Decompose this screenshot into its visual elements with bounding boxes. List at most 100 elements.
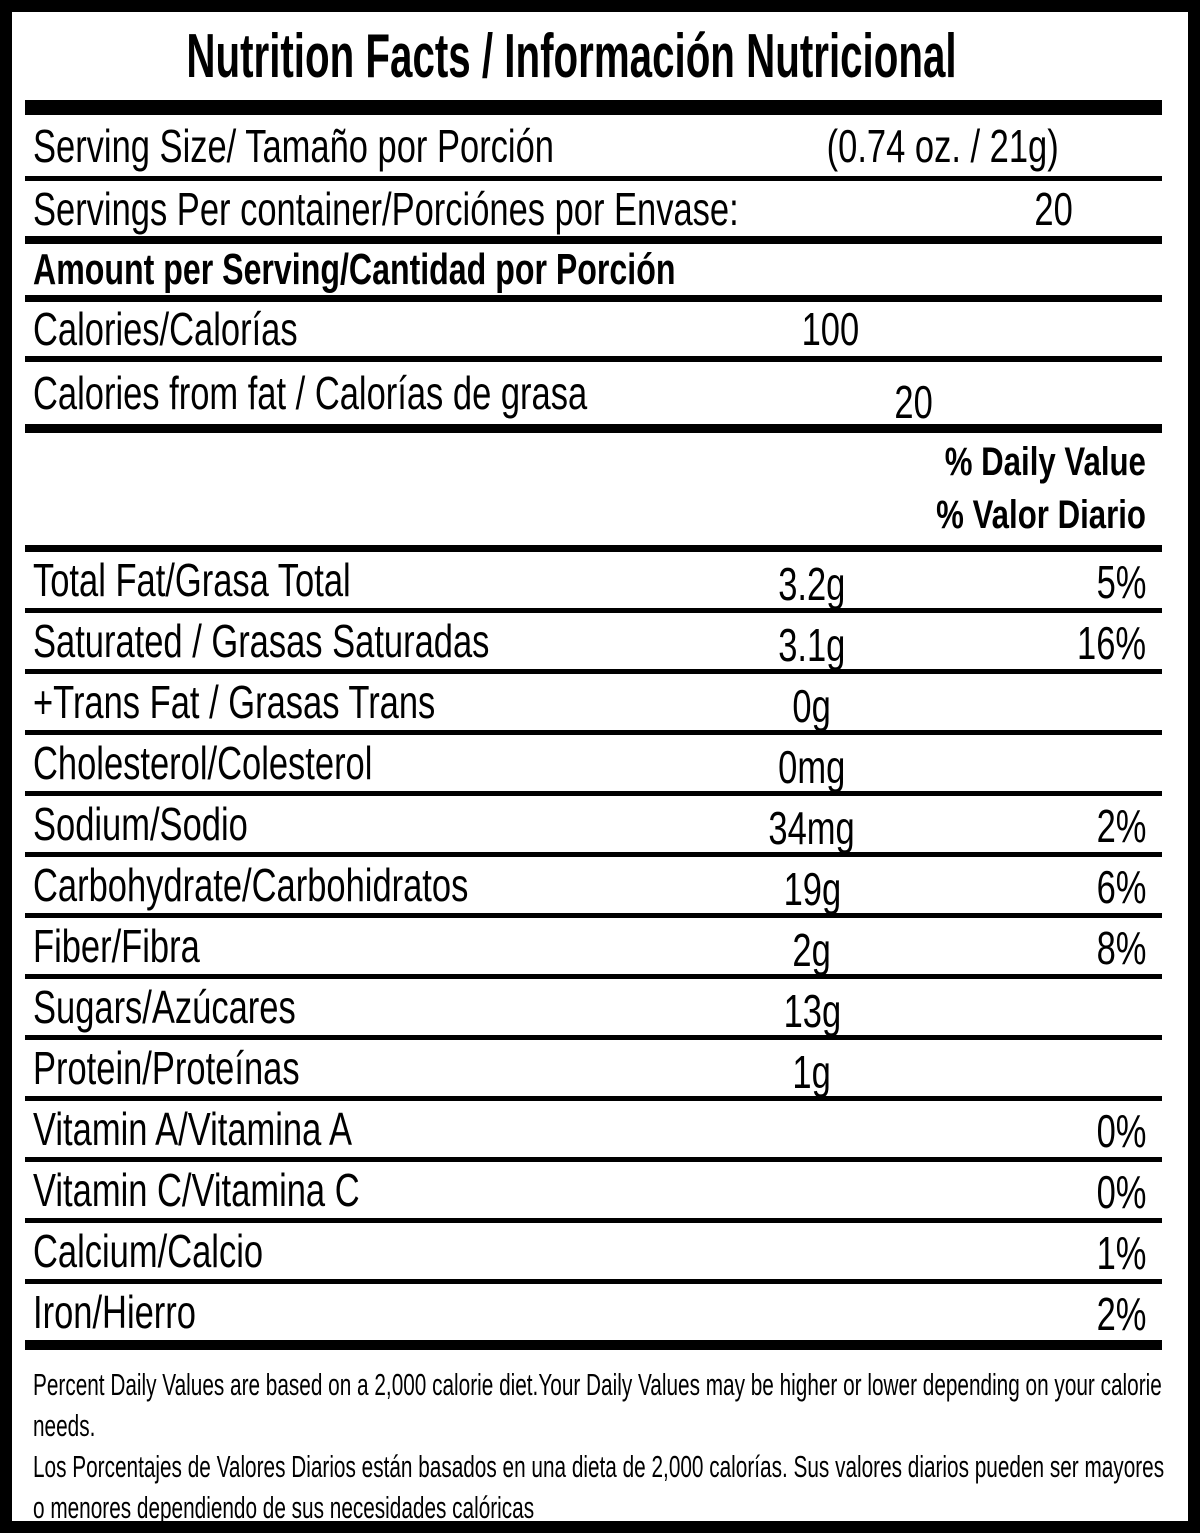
row-separator [25,1218,1162,1223]
nutrient-amount-cell: 3.1g [662,614,962,671]
calories-from-fat-label: Calories from fat / Calorías de grasa [33,367,588,419]
nutrient-daily-value-cell: 5% [962,553,1162,608]
nutrient-label: Calcium/Calcio [33,1225,264,1277]
row-separator [25,1157,1162,1162]
servings-per-container-value: 20 [1034,182,1073,235]
nutrient-label-cell: Fiber/Fibra [25,919,662,973]
nutrient-amount-cell: 2g [662,919,962,976]
nutrient-daily-value: 16% [1076,617,1146,669]
nutrient-row: Vitamin C/Vitamina C 0% [25,1162,1162,1218]
row-separator [25,1096,1162,1101]
nutrient-label-cell: Iron/Hierro [25,1285,662,1339]
daily-value-heading-es: % Valor Diario [936,492,1146,537]
nutrient-label-cell: Total Fat/Grasa Total [25,553,662,607]
nutrient-amount-cell: 19g [662,858,962,915]
calories-row: Calories/Calorías 100 [25,302,1162,356]
row-separator [25,1035,1162,1040]
nutrient-daily-value-cell: 0% [962,1163,1162,1218]
serving-size-value-cell: (0.74 oz. / 21g) [728,119,1059,173]
nutrient-daily-value-cell: 6% [962,858,1162,913]
nutrient-daily-value: 0% [1096,1105,1146,1157]
nutrient-label-cell: Protein/Proteínas [25,1041,662,1095]
nutrient-label: Iron/Hierro [33,1286,196,1338]
nutrient-label-cell: Sodium/Sodio [25,797,662,851]
nutrient-daily-value-cell: 1% [962,1224,1162,1279]
nutrient-amount: 0mg [778,741,846,793]
nutrient-row: Total Fat/Grasa Total 3.2g 5% [25,552,1162,610]
servings-per-container-row: Servings Per container/Porciónes por Env… [25,181,1162,236]
servings-per-container-value-cell: 20 [974,182,1081,236]
nutrient-label-cell: Vitamin A/Vitamina A [25,1102,662,1156]
row-separator [25,913,1162,918]
nutrient-rows: Total Fat/Grasa Total 3.2g 5% Saturated … [25,552,1162,1340]
nutrient-daily-value: 5% [1096,556,1146,608]
nutrient-daily-value-cell: 2% [962,1285,1162,1340]
nutrient-amount: 0g [792,680,832,732]
nutrient-daily-value: 2% [1096,800,1146,852]
calories-from-fat-row: Calories from fat / Calorías de grasa 20 [25,362,1162,428]
nutrient-label: Cholesterol/Colesterol [33,737,373,789]
nutrient-amount: 34mg [768,802,856,854]
nutrient-label: Fiber/Fibra [33,920,200,972]
nutrient-amount: 2g [792,924,832,976]
footer-separator [25,1340,1162,1350]
servings-per-container-label-cell: Servings Per container/Porciónes por Env… [25,182,974,236]
row-separator [25,176,1162,181]
nutrient-label: Vitamin A/Vitamina A [33,1103,352,1155]
amount-per-serving-heading-cell: Amount per Serving/Cantidad por Porción [25,245,1162,295]
daily-value-heading-block: % Daily Value % Valor Diario [25,433,1162,545]
nutrient-amount: 13g [783,985,841,1037]
nutrient-row: Sodium/Sodio 34mg 2% [25,796,1162,854]
row-separator [25,1279,1162,1284]
calories-label-cell: Calories/Calorías [25,302,662,356]
row-separator [25,730,1162,735]
calories-value-cell: 100 [662,302,962,356]
nutrient-amount: 3.2g [778,558,846,610]
row-separator [25,608,1162,613]
nutrient-daily-value-cell: 16% [962,614,1162,669]
nutrient-label-cell: Calcium/Calcio [25,1224,662,1278]
nutrient-label-cell: +Trans Fat / Grasas Trans [25,675,662,729]
nutrient-daily-value: 0% [1096,1166,1146,1218]
nutrient-daily-value-cell: 0% [962,1102,1162,1157]
nutrient-row: Saturated / Grasas Saturadas 3.1g 16% [25,613,1162,671]
servings-per-container-label: Servings Per container/Porciónes por Env… [33,182,739,235]
nutrient-amount-cell: 1g [662,1041,962,1098]
nutrient-amount-cell: 0g [662,675,962,732]
nutrient-daily-value-cell: 2% [962,797,1162,852]
title-row: Nutrition Facts / Información Nutriciona… [25,12,1162,100]
nutrient-daily-value: 8% [1096,922,1146,974]
nutrient-label: Carbohydrate/Carbohidratos [33,859,469,911]
nutrient-amount-cell: 3.2g [662,553,962,610]
nutrient-daily-value-cell: 8% [962,919,1162,974]
nutrient-amount-cell: 0mg [662,736,962,793]
serving-size-label: Serving Size/ Tamaño por Porción [33,119,554,172]
nutrient-label: Vitamin C/Vitamina C [33,1164,360,1216]
calories-from-fat-label-cell: Calories from fat / Calorías de grasa [25,366,772,420]
section-separator [25,545,1162,552]
nutrient-row: Vitamin A/Vitamina A 0% [25,1101,1162,1157]
label-content: Nutrition Facts / Información Nutriciona… [25,12,1164,1521]
nutrient-row: Fiber/Fibra 2g 8% [25,918,1162,976]
serving-size-value: (0.74 oz. / 21g) [826,119,1059,172]
row-separator [25,669,1162,674]
nutrient-amount-cell: 34mg [662,797,962,854]
nutrient-amount-cell: 13g [662,980,962,1037]
nutrient-label: Saturated / Grasas Saturadas [33,615,490,667]
footnote-en: Percent Daily Values are based on a 2,00… [33,1367,1162,1443]
nutrient-daily-value: 2% [1096,1288,1146,1340]
section-separator [25,295,1162,302]
nutrient-label-cell: Sugars/Azúcares [25,980,662,1034]
calories-value: 100 [801,303,859,355]
nutrient-label: +Trans Fat / Grasas Trans [33,676,436,728]
nutrient-amount: 19g [783,863,841,915]
calories-from-fat-value: 20 [894,376,933,428]
nutrient-row: Iron/Hierro 2% [25,1284,1162,1340]
serving-size-label-cell: Serving Size/ Tamaño por Porción [25,119,728,173]
nutrient-row: Sugars/Azúcares 13g [25,979,1162,1037]
row-separator [25,791,1162,796]
serving-size-row: Serving Size/ Tamaño por Porción (0.74 o… [25,115,1162,176]
nutrient-daily-value: 6% [1096,861,1146,913]
row-separator [25,356,1162,362]
